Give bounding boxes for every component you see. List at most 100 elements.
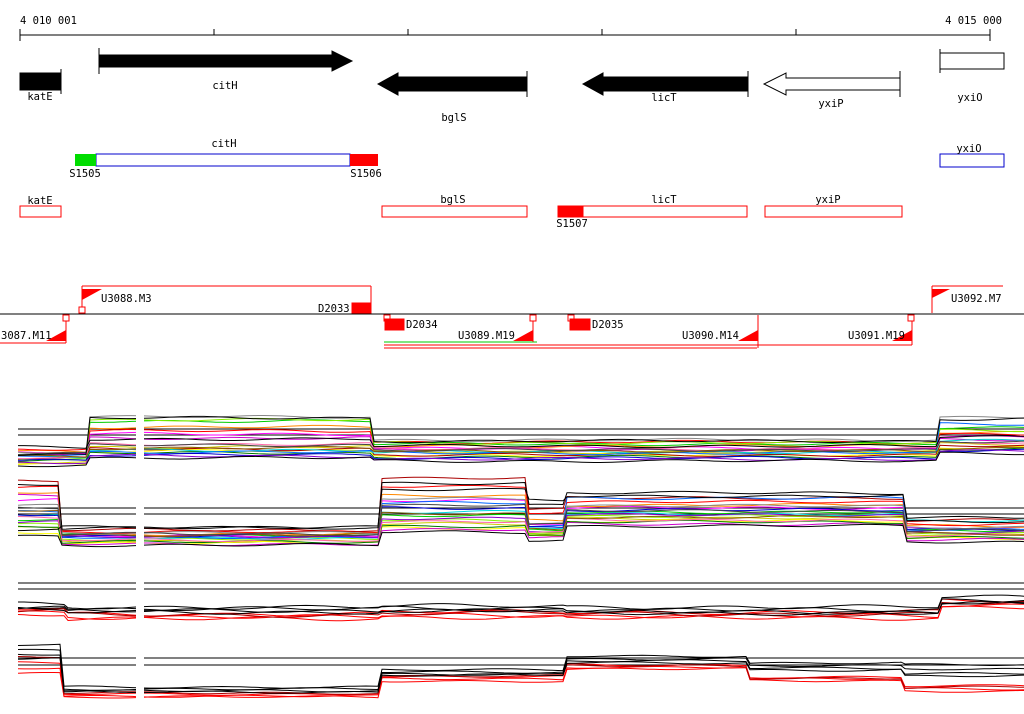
signal-label-s1507[interactable]: S1507 <box>556 218 588 230</box>
probe-label-d2034[interactable]: D2034 <box>406 319 438 331</box>
coordinate-ruler: 4 010 001 4 015 000 <box>19 15 1002 41</box>
probe-flag-triangle <box>738 330 758 341</box>
data-gap <box>136 398 144 712</box>
probe-label-u3091-m19[interactable]: U3091.M19 <box>848 330 905 342</box>
cds-box-bgls[interactable] <box>381 205 528 218</box>
probe-label-u3092-m7[interactable]: U3092.M7 <box>951 293 1002 305</box>
signal-line-panel-2 <box>17 512 1024 539</box>
probe-anchor-square <box>62 314 70 322</box>
signal-line-panel-4 <box>17 667 1024 699</box>
gene-arrow-yxio[interactable] <box>939 52 1005 70</box>
gene-arrow-yxip[interactable] <box>762 72 901 96</box>
probe-label-d2033[interactable]: D2033 <box>318 303 350 315</box>
signal-line-panel-1 <box>17 442 1024 464</box>
probe-box-d2035[interactable] <box>569 318 591 331</box>
gene-label-yxip[interactable]: yxiP <box>818 98 843 110</box>
gene-track: katE citH bglS licT yxiP yxiO <box>19 48 1005 124</box>
probe-box-d2034[interactable] <box>384 318 405 331</box>
probe-flag-triangle <box>82 289 102 300</box>
signal-panel-2 <box>17 476 1024 548</box>
signal-panel-4 <box>17 643 1024 699</box>
probe-anchor-square <box>529 314 537 322</box>
transcript-box-yxio[interactable] <box>939 153 1005 168</box>
signal-line-panel-2 <box>17 516 1024 542</box>
signal-line-panel-1 <box>17 444 1024 460</box>
signal-line-panel-2 <box>17 519 1024 544</box>
cds-label-lict[interactable]: licT <box>651 194 677 206</box>
signal-panel-3 <box>17 582 1024 622</box>
signal-line-panel-2 <box>17 487 1024 532</box>
signal-line-panel-1 <box>17 417 1024 461</box>
signal-line-panel-2 <box>17 481 1024 530</box>
signal-line-panel-2 <box>17 476 1024 533</box>
probe-label-u3090-m14[interactable]: U3090.M14 <box>682 330 739 342</box>
signal-line-panel-1 <box>17 445 1024 458</box>
gene-label-kate[interactable]: katE <box>27 91 52 103</box>
signal-line-panel-4 <box>17 656 1024 695</box>
probe-flag-triangle <box>46 330 66 341</box>
probe-label-d2035[interactable]: D2035 <box>592 319 624 331</box>
signal-line-panel-4 <box>17 666 1024 698</box>
cds-label-bgls[interactable]: bglS <box>440 194 465 206</box>
signal-line-panel-2 <box>17 523 1024 548</box>
probe-anchor-square <box>907 314 915 322</box>
transcript-label-cith[interactable]: citH <box>211 138 236 150</box>
cds-box-yxip[interactable] <box>764 205 903 218</box>
signal-line-panel-3 <box>17 603 1024 620</box>
signal-segment-s1507[interactable] <box>557 205 584 218</box>
probe-anchor-square <box>78 306 86 314</box>
signal-line-panel-3 <box>17 601 1024 616</box>
signal-line-panel-1 <box>17 451 1024 468</box>
gene-label-bgls[interactable]: bglS <box>441 112 466 124</box>
gene-label-lict[interactable]: licT <box>651 92 677 104</box>
probe-label-u3088-m3[interactable]: U3088.M3 <box>101 293 152 305</box>
signal-label-s1505[interactable]: S1505 <box>69 168 101 180</box>
cds-box-lict[interactable] <box>557 205 748 218</box>
signal-line-panel-2 <box>17 510 1024 541</box>
gene-label-cith[interactable]: citH <box>212 80 237 92</box>
signal-line-panel-2 <box>17 506 1024 538</box>
cds-box-kate[interactable] <box>19 205 62 218</box>
gene-arrow-lict[interactable] <box>581 72 749 96</box>
signal-line-panel-3 <box>17 598 1024 613</box>
transcript-track: S1505 S1506 citH yxiO <box>69 138 1005 180</box>
signal-line-panel-2 <box>18 515 1024 544</box>
signal-label-s1506[interactable]: S1506 <box>350 168 382 180</box>
signal-line-panel-1 <box>17 449 1024 465</box>
signal-line-panel-4 <box>17 661 1024 696</box>
signal-panel-1 <box>17 415 1024 468</box>
gene-arrow-cith[interactable] <box>98 50 354 72</box>
signal-line-panel-2 <box>17 503 1024 537</box>
signal-line-panel-3 <box>17 605 1024 622</box>
cds-label-yxip[interactable]: yxiP <box>815 194 840 206</box>
gene-arrow-bgls[interactable] <box>376 72 528 96</box>
probe-label-3087-m11[interactable]: 3087.M11 <box>1 330 52 342</box>
signal-line-panel-2 <box>17 496 1024 535</box>
probe-track: 3087.M11 U3088.M3 D2033 D2034 U3089.M19 D2035… <box>0 285 1024 349</box>
signal-segment-s1506[interactable] <box>350 154 378 166</box>
signal-line-panel-3 <box>17 601 1024 618</box>
probe-flag-triangle <box>932 289 950 298</box>
cds-track: katE bglS S1507 licT yxiP <box>19 194 903 230</box>
probe-box-d2033[interactable] <box>351 302 372 314</box>
gene-arrow-kate[interactable] <box>19 72 62 91</box>
transcript-label-yxio[interactable]: yxiO <box>956 143 981 155</box>
signal-line-panel-1 <box>17 415 1024 454</box>
signal-line-panel-2 <box>17 509 1024 538</box>
cds-label-kate[interactable]: katE <box>27 195 52 207</box>
probe-flag-triangle <box>513 330 533 341</box>
probe-label-u3089-m19[interactable]: U3089.M19 <box>458 330 515 342</box>
signal-line-panel-4 <box>17 643 1024 689</box>
signal-segment-s1505[interactable] <box>75 154 96 166</box>
transcript-box-cith[interactable] <box>95 153 351 167</box>
ruler-start-label: 4 010 001 <box>20 15 77 27</box>
signal-line-panel-4 <box>17 657 1024 694</box>
gene-label-yxio[interactable]: yxiO <box>957 92 982 104</box>
signal-line-panel-1 <box>18 435 1024 449</box>
probe-flag-triangle <box>892 330 912 341</box>
signal-line-panel-1 <box>17 440 1024 455</box>
ruler-end-label: 4 015 000 <box>945 15 1002 27</box>
signal-line-panel-1 <box>17 415 1024 456</box>
